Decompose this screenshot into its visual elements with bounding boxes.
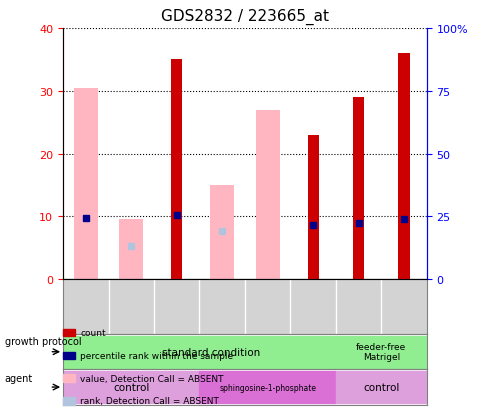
Text: control: control: [363, 382, 399, 392]
Text: rank, Detection Call = ABSENT: rank, Detection Call = ABSENT: [80, 396, 218, 406]
Text: count: count: [80, 328, 106, 337]
Bar: [119, 220, 143, 280]
Text: agent: agent: [5, 373, 33, 383]
Bar: [307, 135, 318, 280]
Bar: [398, 54, 409, 280]
Text: feeder-free
Matrigel: feeder-free Matrigel: [355, 342, 406, 361]
Text: standard condition: standard condition: [161, 347, 259, 357]
Text: percentile rank within the sample: percentile rank within the sample: [80, 351, 233, 360]
Bar: [352, 98, 363, 280]
Title: GDS2832 / 223665_at: GDS2832 / 223665_at: [161, 9, 328, 25]
Text: growth protocol: growth protocol: [5, 336, 81, 346]
FancyBboxPatch shape: [335, 336, 426, 368]
Bar: [210, 185, 234, 280]
FancyBboxPatch shape: [63, 371, 199, 403]
FancyBboxPatch shape: [199, 371, 335, 403]
FancyBboxPatch shape: [63, 336, 335, 368]
FancyBboxPatch shape: [335, 371, 426, 403]
Text: control: control: [113, 382, 149, 392]
Bar: [255, 110, 279, 280]
Text: sphingosine-1-phosphate: sphingosine-1-phosphate: [219, 382, 316, 392]
Text: value, Detection Call = ABSENT: value, Detection Call = ABSENT: [80, 374, 223, 383]
Bar: [74, 88, 97, 280]
Bar: [171, 60, 182, 280]
